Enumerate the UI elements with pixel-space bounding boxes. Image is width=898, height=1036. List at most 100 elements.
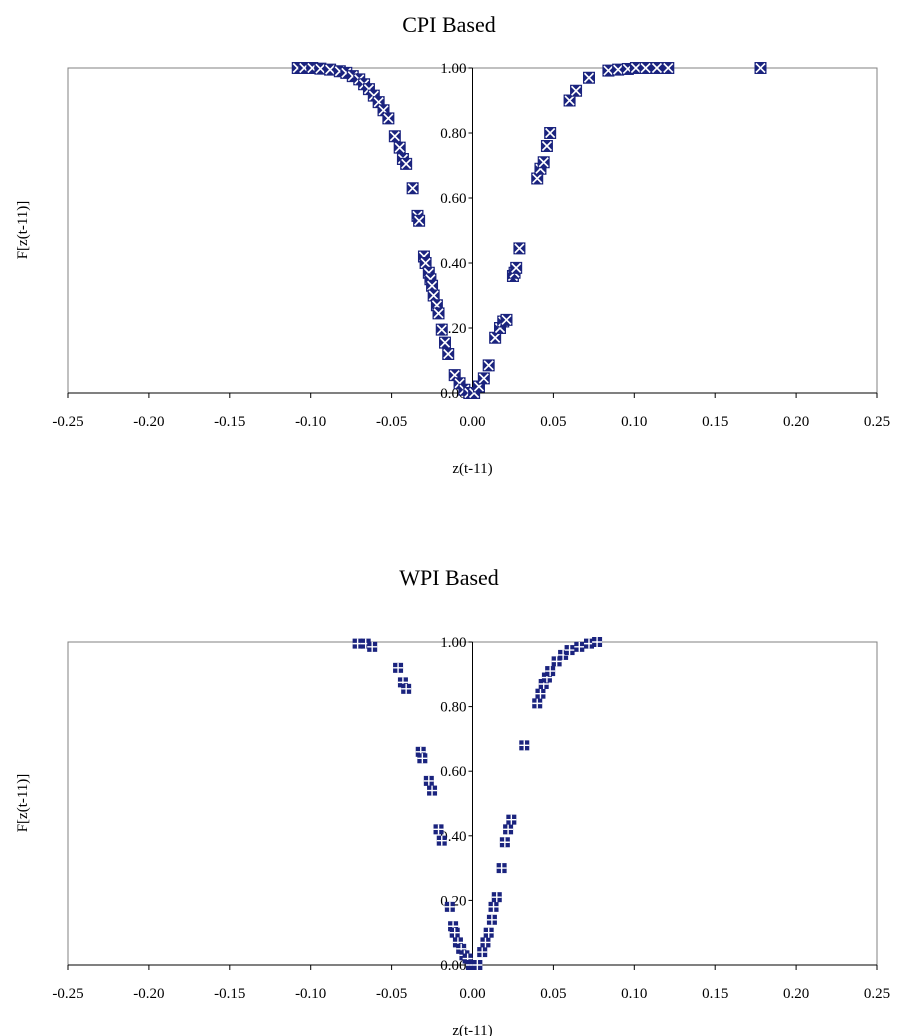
wpi-chart-svg: WPI Based -0.25 -0.20 -0.15 -0.10 -0.05 0.00 0.…: [15, 565, 890, 1036]
data-point: [506, 814, 517, 825]
data-point: [582, 71, 595, 84]
x-tick-label: 0.05: [540, 986, 566, 1002]
data-point: [510, 261, 523, 274]
x-axis-title: z(t-11): [452, 1023, 492, 1036]
data-point: [438, 336, 451, 349]
data-point: [314, 62, 327, 75]
data-point: [540, 140, 553, 152]
x-tick-label: 0.25: [864, 414, 890, 430]
data-point: [426, 279, 439, 292]
x-tick-label: 0.20: [783, 986, 809, 1002]
y-tick-label: 1.00: [440, 61, 466, 77]
data-point: [472, 960, 483, 970]
data-point: [417, 753, 428, 764]
y-axis-title: F[z(t-11)]: [15, 201, 31, 260]
data-point: [602, 64, 615, 77]
data-point: [367, 641, 378, 652]
y-tick-label: 0.40: [440, 829, 466, 845]
x-tick-label: 0.15: [702, 986, 728, 1002]
x-tick-label: -0.05: [376, 986, 407, 1002]
chart-title: CPI Based: [402, 12, 496, 37]
x-tick-label: -0.20: [133, 986, 164, 1002]
data-point: [482, 359, 495, 372]
data-point: [393, 662, 404, 673]
y-axis-title: F[z(t-11)]: [15, 774, 31, 833]
data-point: [629, 62, 642, 74]
chart-title: WPI Based: [399, 565, 499, 590]
data-point: [427, 289, 440, 302]
data-point: [449, 927, 460, 938]
data-point: [574, 641, 585, 652]
data-point: [592, 637, 603, 647]
data-point: [324, 63, 337, 76]
data-point: [401, 683, 412, 694]
x-tick-label: -0.25: [52, 986, 83, 1002]
data-point: [570, 84, 583, 97]
data-point: [477, 947, 488, 958]
data-point: [532, 698, 543, 709]
data-point: [419, 257, 432, 269]
data-point: [413, 214, 426, 227]
y-tick-label: 0.40: [440, 256, 466, 272]
x-tick-label: -0.25: [52, 414, 83, 430]
y-tick-label: 0.60: [440, 191, 466, 207]
x-tick-label: 0.10: [621, 414, 647, 430]
data-point: [544, 127, 557, 139]
data-point: [537, 156, 550, 169]
cpi-chart: CPI Based -0.25 -0.20 -0.15 -0.10 -0.05 0.00 0.…: [0, 0, 898, 500]
data-point: [393, 141, 406, 154]
data-point: [388, 130, 401, 143]
data-point: [486, 914, 497, 925]
data-point: [513, 242, 526, 255]
x-tick-label: 0.10: [621, 986, 647, 1002]
data-point: [499, 837, 510, 848]
wpi-chart: WPI Based -0.25 -0.20 -0.15 -0.10 -0.05 0.00 0.…: [0, 545, 898, 1036]
data-point: [500, 313, 513, 326]
data-point: [406, 182, 419, 195]
data-point: [531, 172, 544, 185]
x-tick-label: -0.10: [295, 414, 326, 430]
data-point: [444, 901, 455, 912]
data-point: [489, 331, 502, 344]
data-point: [442, 348, 455, 360]
y-tick-label: 1.00: [440, 635, 466, 651]
data-point: [435, 323, 448, 336]
data-point: [564, 645, 575, 656]
x-tick-label: -0.20: [133, 414, 164, 430]
data-point: [432, 307, 445, 320]
y-tick-label: 0.00: [440, 958, 466, 974]
x-tick-label: 0.25: [864, 986, 890, 1002]
data-point: [545, 666, 556, 677]
data-point: [423, 775, 434, 786]
x-tick-label: 0.05: [540, 414, 566, 430]
data-point: [433, 824, 444, 835]
data-point: [480, 937, 491, 948]
y-tick-label: 0.60: [440, 764, 466, 780]
data-point: [503, 824, 514, 835]
x-tick-label: 0.00: [459, 414, 485, 430]
data-point: [496, 863, 507, 874]
data-point: [483, 927, 494, 938]
x-tick-label: 0.00: [459, 986, 485, 1002]
data-point: [754, 62, 767, 74]
data-point: [382, 112, 395, 125]
data-point: [612, 63, 625, 76]
y-tick-label: 0.80: [440, 126, 466, 142]
x-tick-label: 0.15: [702, 414, 728, 430]
cpi-chart-svg: CPI Based -0.25 -0.20 -0.15 -0.10 -0.05 0.00 0.…: [15, 12, 890, 477]
x-tick-label: -0.10: [295, 986, 326, 1002]
x-tick-label: -0.05: [376, 414, 407, 430]
data-point: [436, 835, 447, 846]
data-point: [639, 62, 652, 74]
y-tick-label: 0.80: [440, 700, 466, 716]
x-tick-label: 0.20: [783, 414, 809, 430]
data-point: [427, 785, 438, 796]
data-point: [488, 901, 499, 912]
x-tick-label: -0.15: [214, 986, 245, 1002]
x-tick-label: -0.15: [214, 414, 245, 430]
data-point: [563, 94, 576, 107]
data-point: [491, 892, 502, 903]
data-point: [519, 740, 530, 751]
data-point: [551, 656, 562, 667]
data-point: [535, 688, 546, 699]
